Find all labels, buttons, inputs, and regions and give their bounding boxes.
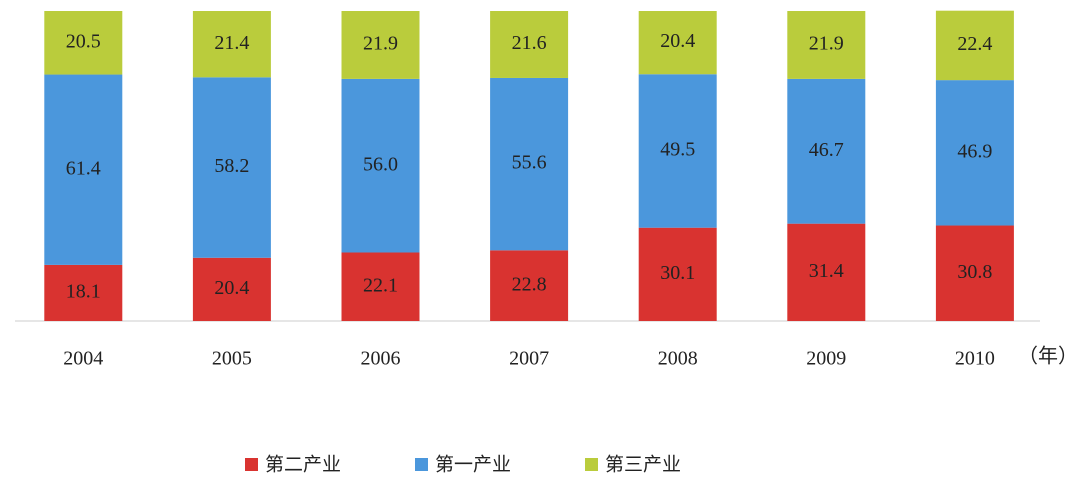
bar-segment <box>787 78 866 224</box>
bar-segment <box>935 80 1014 226</box>
x-tick-label: 2004 <box>63 348 103 370</box>
value-label: 21.6 <box>512 32 547 54</box>
bar-segment <box>935 10 1014 81</box>
bar-segment <box>192 77 271 258</box>
bar-segment <box>490 11 569 78</box>
legend-swatch <box>415 458 428 471</box>
x-tick-label: 2005 <box>212 348 252 370</box>
x-tick-label: 2006 <box>361 348 401 370</box>
value-label: 22.4 <box>957 33 992 55</box>
bar-segment <box>44 11 123 75</box>
legend-swatch <box>245 458 258 471</box>
bar-segment <box>935 225 1014 321</box>
value-label: 20.4 <box>214 277 249 299</box>
value-label: 58.2 <box>214 155 249 177</box>
bar-segment <box>341 252 420 321</box>
value-label: 21.4 <box>214 32 249 54</box>
value-label: 22.8 <box>512 273 547 295</box>
value-label: 18.1 <box>66 281 101 303</box>
value-label: 30.8 <box>957 261 992 283</box>
x-tick-label: 2010 <box>955 348 995 370</box>
value-label: 61.4 <box>66 157 101 179</box>
x-tick-label: 2008 <box>658 348 698 370</box>
x-tick-label: 2007 <box>509 348 549 370</box>
value-label: 20.4 <box>660 30 695 52</box>
value-label: 22.1 <box>363 274 398 296</box>
bar-segment <box>341 78 420 253</box>
legend-label: 第三产业 <box>605 453 681 475</box>
bar-segment <box>638 74 717 228</box>
value-label: 46.9 <box>957 140 992 162</box>
bar-segment <box>638 227 717 321</box>
legend-label: 第一产业 <box>435 453 511 475</box>
legend-label: 第二产业 <box>265 453 341 475</box>
bar-segment <box>490 77 569 251</box>
value-label: 55.6 <box>512 152 547 174</box>
bar-segment <box>787 223 866 321</box>
bar-segment <box>341 11 420 79</box>
value-label: 56.0 <box>363 153 398 175</box>
x-tick-label: 2009 <box>806 348 846 370</box>
value-label: 21.9 <box>363 33 398 55</box>
bar-segment <box>192 11 271 78</box>
legend-swatch <box>585 458 598 471</box>
bar-segment <box>490 250 569 321</box>
x-axis-label: （年） <box>1018 345 1078 368</box>
value-label: 30.1 <box>660 262 695 284</box>
bar-segment <box>638 11 717 75</box>
value-label: 21.9 <box>809 33 844 55</box>
legend: 第二产业 第一产业 第三产业 <box>245 453 681 475</box>
value-label: 31.4 <box>809 260 844 282</box>
value-label: 49.5 <box>660 139 695 161</box>
value-label: 20.5 <box>66 30 101 52</box>
bar-segment <box>192 257 271 321</box>
bar-segment <box>787 11 866 79</box>
bar-segment <box>44 74 123 265</box>
value-label: 46.7 <box>809 139 844 161</box>
bar-segment <box>44 264 123 321</box>
